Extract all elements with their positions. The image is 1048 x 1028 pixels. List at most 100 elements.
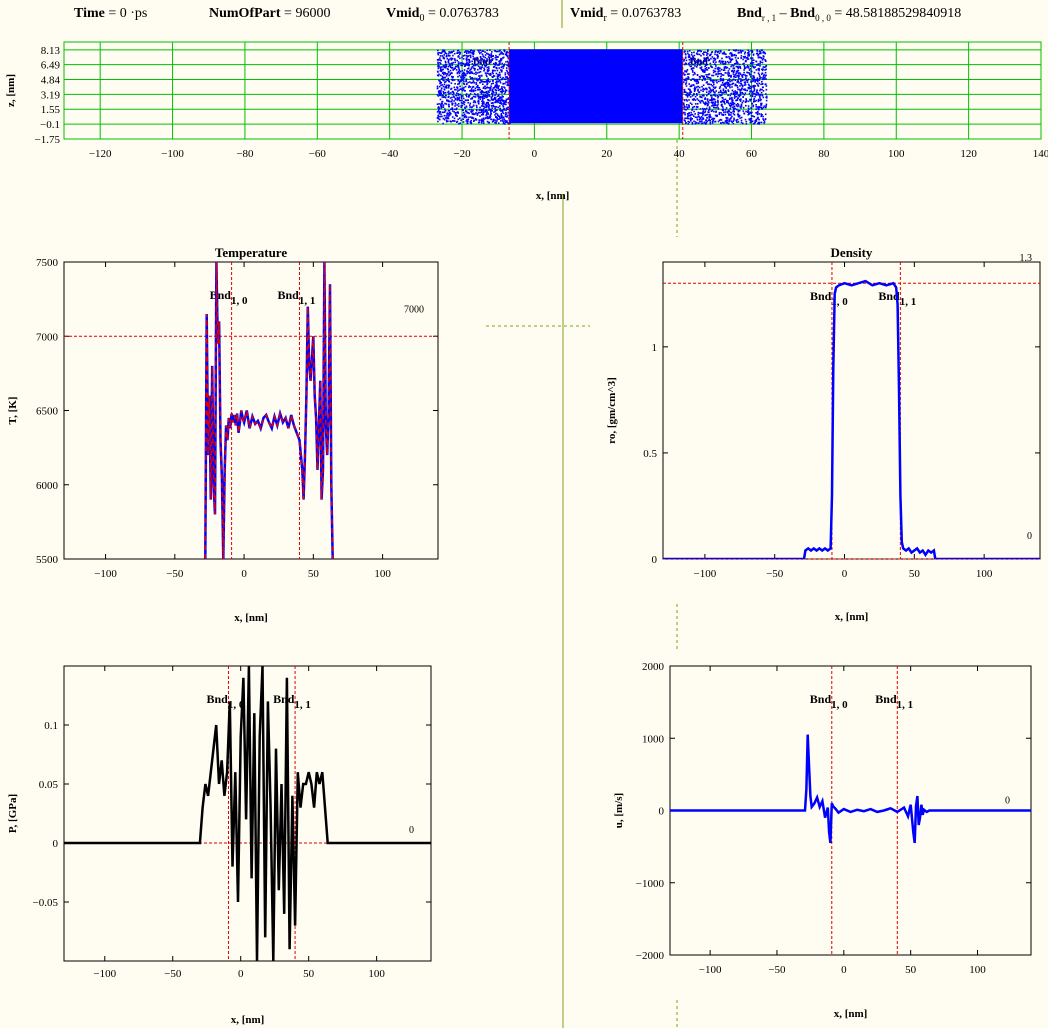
particle-dot <box>695 108 698 111</box>
particle-dot <box>701 114 704 116</box>
particle-dot <box>696 80 698 82</box>
particle-dot <box>489 74 491 76</box>
num-of-part-readout: NumOfPart = 96000 <box>209 6 331 21</box>
particle-dot <box>750 81 752 83</box>
particle-dot <box>463 115 466 117</box>
particle-dot <box>734 84 736 87</box>
particle-dot <box>712 61 715 63</box>
particle-dot <box>502 104 504 107</box>
particle-dot <box>737 104 740 106</box>
particle-dot <box>506 51 509 53</box>
particle-dot <box>745 110 747 113</box>
particle-dot <box>449 114 451 116</box>
particle-dot <box>710 65 712 67</box>
particle-dot <box>689 114 692 117</box>
particle-dot <box>737 75 739 77</box>
particle-dot <box>711 99 714 101</box>
particle-dot <box>489 89 491 92</box>
particle-dot <box>697 53 699 56</box>
particle-dot <box>705 87 707 90</box>
particle-dot <box>725 120 727 122</box>
particle-dot <box>724 66 727 68</box>
particle-dot <box>736 81 738 83</box>
particle-dot <box>505 101 507 104</box>
particle-dot <box>742 96 744 98</box>
particle-dot <box>441 75 444 78</box>
particle-dot <box>460 96 463 98</box>
particle-dot <box>684 112 686 114</box>
particle-dot <box>505 69 508 72</box>
particle-dot <box>499 76 502 79</box>
particle-dot <box>723 67 726 70</box>
x-tick-label: 50 <box>303 968 315 980</box>
particle-dot <box>453 58 456 60</box>
particle-dot <box>456 59 458 62</box>
particle-dot <box>738 114 741 117</box>
particle-dot <box>478 59 480 62</box>
particle-dot <box>710 83 712 86</box>
particle-dot <box>762 66 765 68</box>
particle-dot <box>468 59 471 61</box>
particle-dot <box>489 115 492 118</box>
particle-dot <box>692 57 694 59</box>
particle-dot <box>442 117 445 120</box>
particle-dot <box>756 49 758 51</box>
particle-dot <box>502 67 505 69</box>
particle-dot <box>447 103 450 106</box>
particle-dot <box>730 120 732 122</box>
particle-dot <box>499 80 501 82</box>
particle-dot <box>707 57 709 60</box>
particle-dot <box>762 75 765 77</box>
particle-dot <box>443 79 445 82</box>
particle-dot <box>719 86 722 88</box>
particle-dot <box>502 76 504 79</box>
particle-dot <box>723 99 725 101</box>
particle-dot <box>750 119 752 121</box>
plot-frame <box>63 261 439 560</box>
particle-dot <box>707 74 709 76</box>
particle-dot <box>443 111 446 113</box>
particle-dot <box>737 94 740 97</box>
boundary-label: Bnd1, 0 <box>206 692 244 711</box>
particle-dot <box>475 83 478 86</box>
particle-dot <box>695 86 698 88</box>
particle-dot <box>693 71 696 74</box>
particle-dot <box>453 100 455 102</box>
particle-dot <box>496 118 498 120</box>
particle-dot <box>484 56 487 59</box>
particle-dot <box>439 57 441 59</box>
particle-dot <box>728 49 730 51</box>
particle-dot <box>731 98 733 100</box>
particle-dot <box>457 98 460 100</box>
particle-dot <box>736 70 738 73</box>
particle-dot <box>449 120 452 122</box>
particle-dot <box>499 73 501 76</box>
particle-dot <box>732 67 735 69</box>
particle-dot <box>713 57 716 59</box>
particle-dot <box>455 94 458 97</box>
particle-dot <box>752 54 755 56</box>
particle-dot <box>456 65 458 68</box>
particle-dot <box>735 62 737 65</box>
particle-dot <box>486 60 488 62</box>
particle-dot <box>501 120 504 122</box>
particle-dot <box>475 73 477 75</box>
particle-dot <box>728 118 731 121</box>
particle-dot <box>701 62 703 65</box>
particle-dot <box>471 97 474 100</box>
particle-dot <box>733 102 736 105</box>
particle-dot <box>706 94 708 97</box>
particle-dot <box>470 68 472 71</box>
particle-dot <box>473 120 475 122</box>
particle-dot <box>491 59 494 62</box>
particle-dot <box>721 61 724 64</box>
particle-dot <box>490 109 492 111</box>
vmid0-readout: Vmid0 = 0.0763783 <box>386 6 499 24</box>
particle-dot <box>486 113 488 115</box>
particle-dot <box>480 57 482 60</box>
particle-dot <box>454 120 456 122</box>
particle-dot <box>506 64 508 66</box>
particle-dot <box>491 94 494 97</box>
particle-dot <box>489 59 492 61</box>
